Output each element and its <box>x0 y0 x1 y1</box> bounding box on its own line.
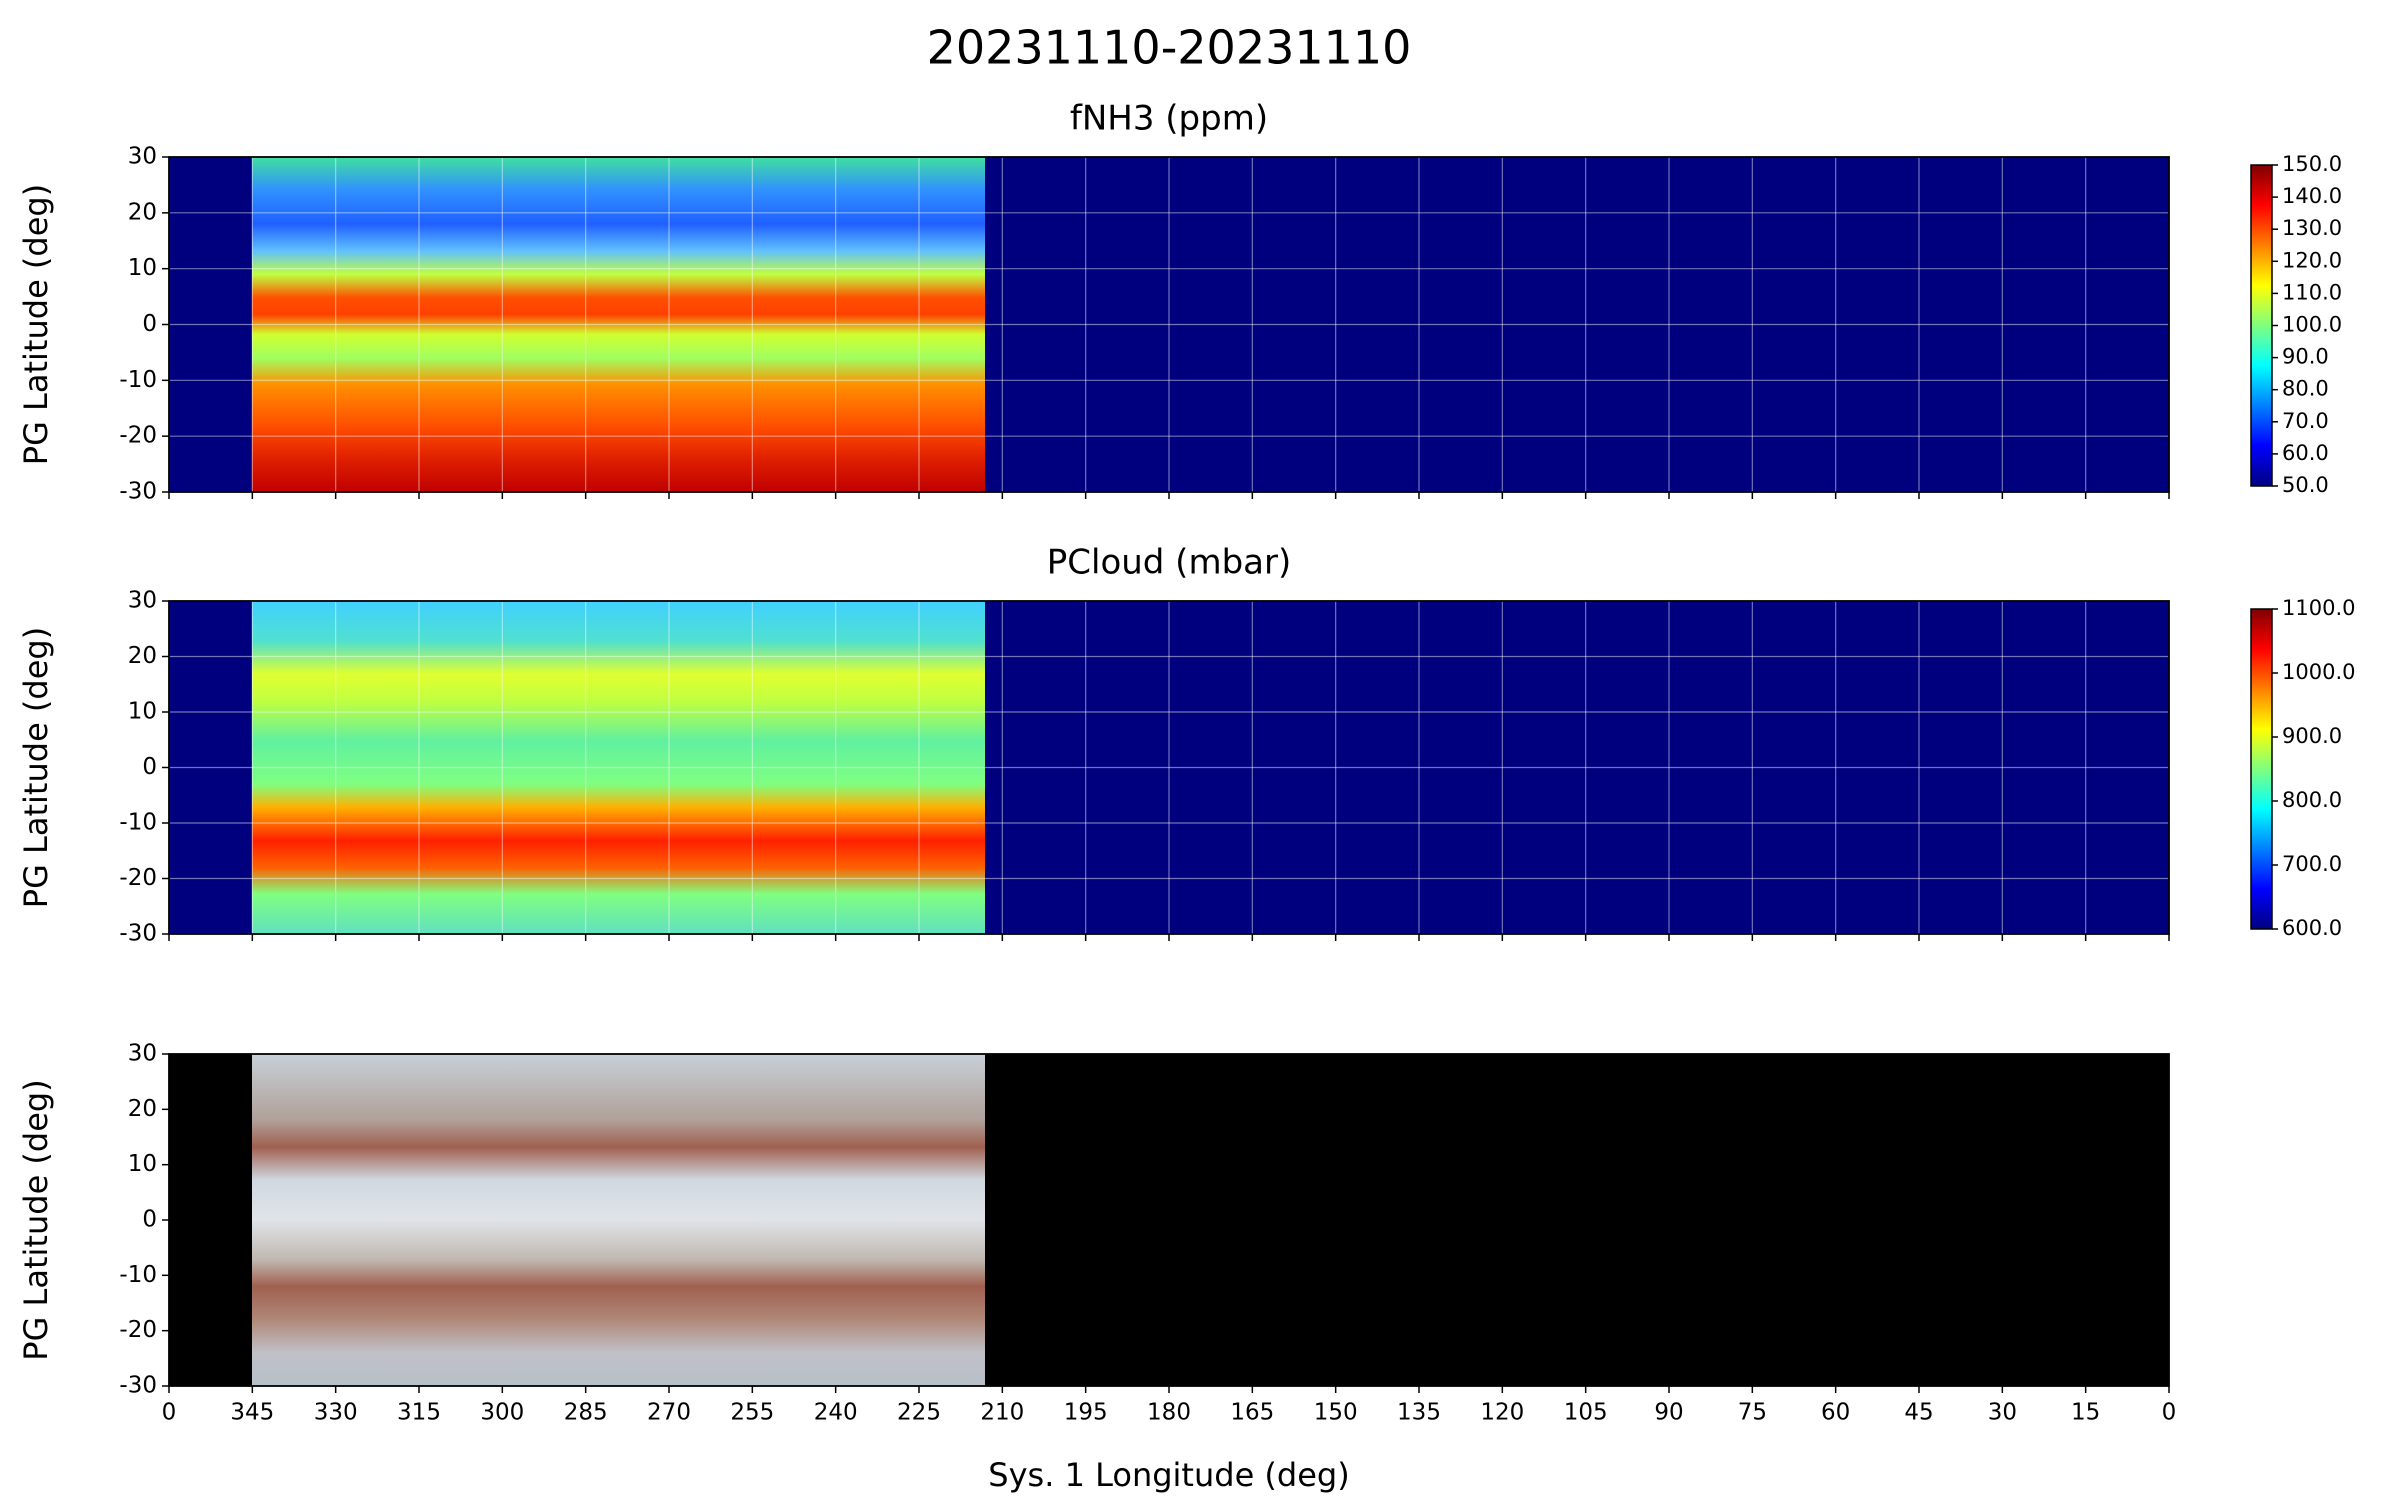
y-tick-label: 30 <box>128 1041 157 1067</box>
colorbar-tick-label: 1100.0 <box>2282 596 2355 620</box>
colorbar-tick-label: 800.0 <box>2282 788 2342 812</box>
y-tick-label: -30 <box>119 1373 157 1399</box>
y-tick-label: 30 <box>128 144 157 170</box>
colorbar-tick-label: 110.0 <box>2282 280 2342 304</box>
colorbar-tick-label: 600.0 <box>2282 916 2342 940</box>
map-image <box>252 1054 985 1386</box>
colorbar-tick-label: 60.0 <box>2282 441 2329 465</box>
colorbar-tick-label: 100.0 <box>2282 313 2342 337</box>
x-tick-label: 15 <box>2071 1400 2100 1426</box>
colorbar <box>2250 608 2273 930</box>
y-tick-label: -10 <box>119 1262 157 1288</box>
x-tick-label: 105 <box>1564 1400 1608 1426</box>
y-tick-label: 20 <box>128 199 157 225</box>
x-tick-label: 0 <box>2162 1400 2177 1426</box>
x-tick-label: 285 <box>564 1400 608 1426</box>
x-tick-label: 90 <box>1654 1400 1683 1426</box>
colorbar-tick-label: 130.0 <box>2282 216 2342 240</box>
colorbar-tick-label: 50.0 <box>2282 473 2329 497</box>
x-tick-label: 270 <box>647 1400 691 1426</box>
x-tick-label: 180 <box>1147 1400 1191 1426</box>
x-tick-label: 330 <box>314 1400 358 1426</box>
colorbar-tick-label: 70.0 <box>2282 409 2329 433</box>
colorbar-tick-label: 700.0 <box>2282 852 2342 876</box>
x-tick-label: 165 <box>1230 1400 1274 1426</box>
plot-frame <box>168 1053 2170 1387</box>
x-tick-label: 300 <box>480 1400 524 1426</box>
y-tick-label: -20 <box>119 865 157 891</box>
y-tick-label: 0 <box>142 754 157 780</box>
y-tick-label: 10 <box>128 255 157 281</box>
colorbar-tick-label: 150.0 <box>2282 152 2342 176</box>
y-tick-label: 20 <box>128 1096 157 1122</box>
plot-frame <box>168 600 2170 935</box>
y-tick-label: -30 <box>119 921 157 947</box>
panel-title: fNH3 (ppm) <box>1070 99 1268 139</box>
panel-title: PCloud (mbar) <box>1047 543 1291 583</box>
y-tick-label: 10 <box>128 1151 157 1177</box>
x-tick-label: 60 <box>1821 1400 1850 1426</box>
y-tick-label: 0 <box>142 311 157 337</box>
x-tick-label: 150 <box>1314 1400 1358 1426</box>
colorbar <box>2250 164 2273 487</box>
colorbar-tick-label: 140.0 <box>2282 184 2342 208</box>
x-tick-label: 120 <box>1480 1400 1524 1426</box>
x-tick-label: 0 <box>162 1400 177 1426</box>
colorbar-tick-label: 90.0 <box>2282 345 2329 369</box>
y-tick-label: -20 <box>119 423 157 449</box>
y-tick-label: -20 <box>119 1317 157 1343</box>
x-tick-label: 345 <box>230 1400 274 1426</box>
y-tick-label: 30 <box>128 588 157 614</box>
x-axis-label: Sys. 1 Longitude (deg) <box>988 1456 1349 1494</box>
x-tick-label: 75 <box>1738 1400 1767 1426</box>
y-tick-label: -30 <box>119 479 157 505</box>
y-tick-label: -10 <box>119 810 157 836</box>
y-tick-label: -10 <box>119 367 157 393</box>
x-tick-label: 255 <box>730 1400 774 1426</box>
colorbar-tick-label: 80.0 <box>2282 377 2329 401</box>
map-image <box>252 157 985 492</box>
y-axis-label: PG Latitude (deg) <box>17 627 55 908</box>
figure-title: 20231110-20231110 <box>927 21 1412 75</box>
map-image <box>252 601 985 934</box>
x-tick-label: 225 <box>897 1400 941 1426</box>
y-tick-label: 10 <box>128 699 157 725</box>
x-tick-label: 30 <box>1988 1400 2017 1426</box>
plot-frame <box>168 156 2170 493</box>
y-axis-label: PG Latitude (deg) <box>17 1079 55 1360</box>
x-tick-label: 195 <box>1064 1400 1108 1426</box>
colorbar-tick-label: 900.0 <box>2282 724 2342 748</box>
colorbar-tick-label: 1000.0 <box>2282 660 2355 684</box>
x-tick-label: 45 <box>1904 1400 1933 1426</box>
y-tick-label: 20 <box>128 643 157 669</box>
x-tick-label: 240 <box>814 1400 858 1426</box>
y-tick-label: 0 <box>142 1207 157 1233</box>
y-axis-label: PG Latitude (deg) <box>17 184 55 465</box>
colorbar-tick-label: 120.0 <box>2282 248 2342 272</box>
x-tick-label: 135 <box>1397 1400 1441 1426</box>
x-tick-label: 315 <box>397 1400 441 1426</box>
x-tick-label: 210 <box>980 1400 1024 1426</box>
